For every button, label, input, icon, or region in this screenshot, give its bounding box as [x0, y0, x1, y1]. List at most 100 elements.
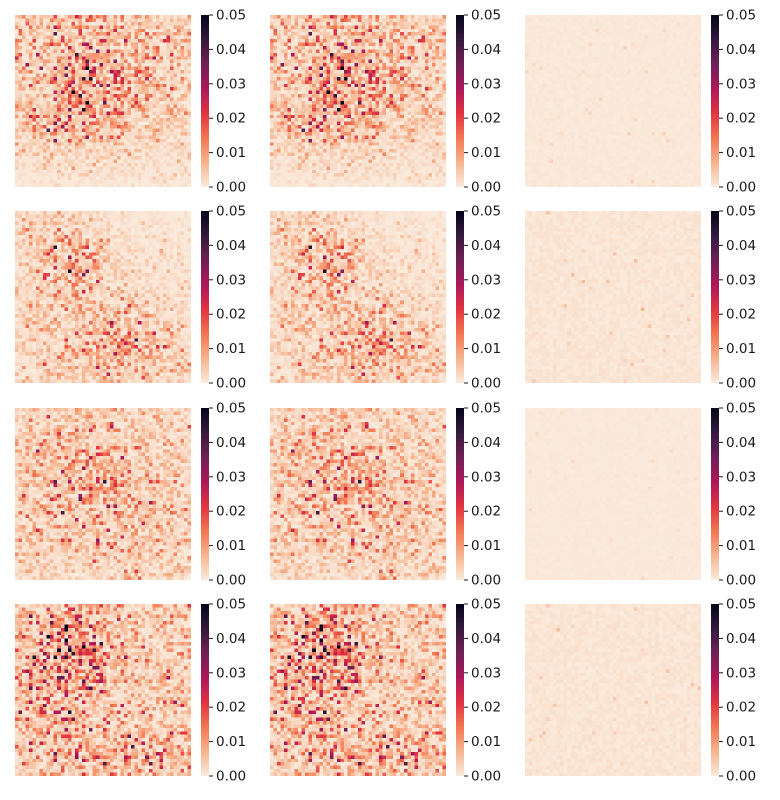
- heatmap-cell: [323, 67, 327, 70]
- heatmap-cell: [43, 170, 47, 173]
- heatmap-cell: [57, 98, 61, 101]
- heatmap-cell: [156, 159, 160, 162]
- heatmap-cell: [121, 60, 125, 63]
- heatmap-cell: [61, 142, 65, 145]
- heatmap-cell: [19, 142, 23, 145]
- heatmap-cell: [71, 46, 75, 49]
- heatmap-cell: [15, 170, 19, 173]
- heatmap-cell: [131, 80, 135, 83]
- heatmap-cell: [316, 18, 320, 21]
- heatmap-cell: [142, 70, 146, 73]
- heatmap-cell: [404, 53, 408, 56]
- heatmap-cell: [291, 43, 295, 46]
- heatmap-cell: [274, 18, 278, 21]
- heatmap-cell: [340, 15, 344, 18]
- heatmap-cell: [354, 56, 358, 59]
- heatmap-cell: [96, 67, 100, 70]
- heatmap-cell: [68, 22, 72, 25]
- heatmap-cell: [47, 73, 51, 76]
- heatmap-cell: [135, 146, 139, 149]
- heatmap-cell: [61, 122, 65, 125]
- heatmap-cell: [344, 18, 348, 21]
- heatmap-cell: [383, 36, 387, 39]
- heatmap-cell: [354, 77, 358, 80]
- heatmap-cell: [110, 149, 114, 152]
- heatmap-cell: [149, 132, 153, 135]
- heatmap-cell: [347, 53, 351, 56]
- heatmap-cell: [281, 60, 285, 63]
- heatmap-cell: [407, 18, 411, 21]
- heatmap-cell: [442, 77, 446, 80]
- heatmap-cell: [36, 153, 40, 156]
- heatmap-cell: [379, 29, 383, 32]
- heatmap-cell: [131, 108, 135, 111]
- heatmap-cell: [99, 173, 103, 176]
- heatmap-cell: [22, 142, 26, 145]
- heatmap-cell: [22, 18, 26, 21]
- heatmap-cell: [85, 98, 89, 101]
- heatmap-cell: [128, 115, 132, 118]
- heatmap-cell: [326, 53, 330, 56]
- heatmap-cell: [33, 39, 37, 42]
- heatmap-cell: [145, 166, 149, 169]
- heatmap-cell: [270, 63, 274, 66]
- heatmap-cell: [163, 135, 167, 138]
- heatmap-cell: [173, 111, 177, 114]
- heatmap-cell: [379, 77, 383, 80]
- heatmap-cell: [418, 56, 422, 59]
- heatmap-cell: [362, 73, 366, 76]
- heatmap-cell: [110, 94, 114, 97]
- heatmap-cell: [131, 70, 135, 73]
- heatmap-cell: [323, 70, 327, 73]
- heatmap-cell: [92, 180, 96, 183]
- heatmap-cell: [19, 184, 23, 187]
- heatmap-cell: [170, 142, 174, 145]
- heatmap-cell: [173, 43, 177, 46]
- heatmap-cell: [47, 115, 51, 118]
- heatmap-cell: [170, 173, 174, 176]
- heatmap-cell: [414, 15, 418, 18]
- heatmap-cell: [85, 166, 89, 169]
- heatmap-cell: [156, 46, 160, 49]
- heatmap-cell: [68, 43, 72, 46]
- heatmap-cell: [432, 67, 436, 70]
- heatmap-cell: [302, 56, 306, 59]
- heatmap-cell: [312, 53, 316, 56]
- heatmap-cell: [163, 73, 167, 76]
- heatmap-cell: [184, 177, 188, 180]
- heatmap-cell: [103, 60, 107, 63]
- heatmap-cell: [159, 53, 163, 56]
- heatmap-cell: [138, 163, 142, 166]
- heatmap-cell: [159, 129, 163, 132]
- heatmap-cell: [184, 36, 188, 39]
- heatmap-cell: [187, 177, 191, 180]
- heatmap-cell: [142, 73, 146, 76]
- heatmap-cell: [340, 22, 344, 25]
- heatmap-cell: [124, 25, 128, 28]
- heatmap-cell: [435, 67, 439, 70]
- heatmap-cell: [149, 139, 153, 142]
- heatmap-cell: [298, 70, 302, 73]
- heatmap-cell: [22, 53, 26, 56]
- heatmap-cell: [418, 63, 422, 66]
- heatmap-cell: [184, 142, 188, 145]
- heatmap-cell: [439, 15, 443, 18]
- heatmap-cell: [131, 184, 135, 187]
- heatmap-cell: [442, 60, 446, 63]
- heatmap-cell: [173, 118, 177, 121]
- heatmap-cell: [135, 49, 139, 52]
- heatmap-cell: [344, 46, 348, 49]
- heatmap-cell: [29, 153, 33, 156]
- heatmap-cell: [117, 91, 121, 94]
- heatmap-cell: [159, 135, 163, 138]
- heatmap-cell: [61, 132, 65, 135]
- heatmap-cell: [400, 39, 404, 42]
- heatmap-cell: [428, 36, 432, 39]
- heatmap-cell: [432, 39, 436, 42]
- heatmap-cell: [36, 15, 40, 18]
- heatmap-cell: [57, 46, 61, 49]
- heatmap-cell: [439, 73, 443, 76]
- heatmap-cell: [75, 122, 79, 125]
- heatmap-cell: [138, 177, 142, 180]
- heatmap-cell: [138, 184, 142, 187]
